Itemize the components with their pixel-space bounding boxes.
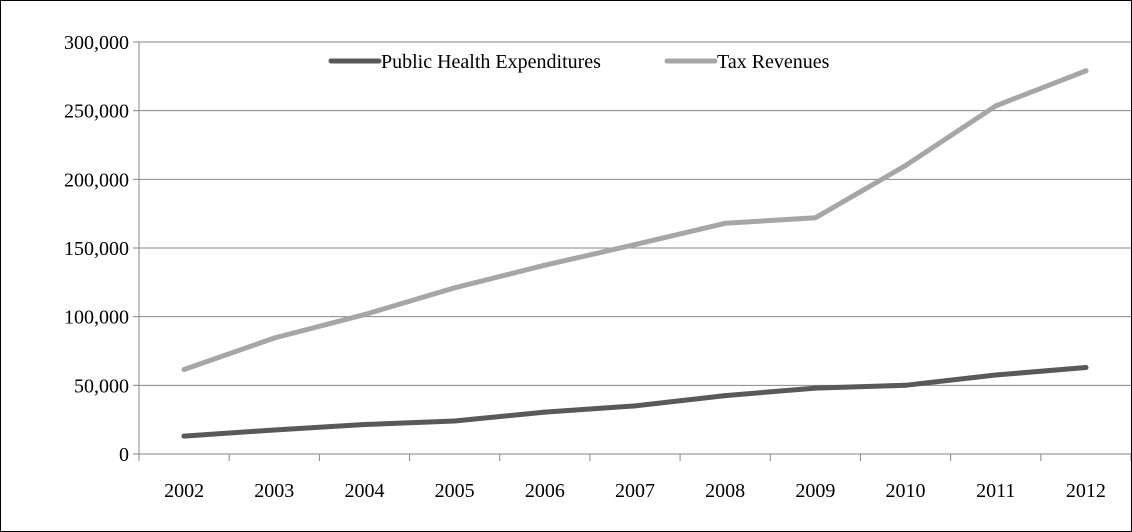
data-point: [993, 373, 998, 378]
data-point: [993, 103, 998, 108]
y-tick-label: 300,000: [64, 32, 129, 54]
x-tick-label: 2011: [976, 480, 1015, 502]
y-axis-tick-labels: 0 50,000 100,000 150,000 200,000 250,000 300,0…: [64, 32, 129, 466]
data-point: [633, 242, 638, 247]
data-point: [813, 386, 818, 391]
x-tick-label: 2007: [615, 480, 655, 502]
x-tick-label: 2008: [705, 480, 745, 502]
legend: Public Health Expenditures Tax Revenues: [331, 51, 830, 73]
x-tick-label: 2010: [886, 480, 926, 502]
x-tick-label: 2005: [435, 480, 475, 502]
series-line-1: [184, 71, 1086, 370]
y-tick-label: 250,000: [64, 101, 129, 123]
data-point: [452, 419, 457, 424]
x-tick-label: 2009: [795, 480, 835, 502]
x-tick-label: 2003: [254, 480, 294, 502]
data-point: [182, 367, 187, 372]
data-point: [272, 335, 277, 340]
data-point: [1083, 365, 1088, 370]
data-point: [723, 221, 728, 226]
data-point: [723, 393, 728, 398]
data-point: [452, 285, 457, 290]
data-point: [813, 215, 818, 220]
legend-label-1: Tax Revenues: [717, 51, 830, 73]
data-point: [362, 312, 367, 317]
y-tick-label: 150,000: [64, 238, 129, 260]
data-point: [542, 410, 547, 415]
series-line-0: [184, 368, 1086, 437]
data-point: [272, 427, 277, 432]
x-tick-label: 2006: [525, 480, 565, 502]
x-tick-label: 2002: [164, 480, 204, 502]
y-tick-label: 100,000: [64, 307, 129, 329]
legend-label-0: Public Health Expenditures: [381, 51, 601, 73]
data-point: [362, 422, 367, 427]
data-point: [633, 403, 638, 408]
y-tick-label: 50,000: [74, 375, 129, 397]
axes: [133, 42, 1131, 461]
data-point: [542, 263, 547, 268]
x-tick-label: 2012: [1066, 480, 1106, 502]
data-point: [903, 163, 908, 168]
data-point: [1083, 68, 1088, 73]
y-tick-label: 0: [119, 444, 129, 466]
y-tick-label: 200,000: [64, 169, 129, 191]
series-lines: [182, 68, 1089, 438]
x-axis-tick-labels: 2002 2003 2004 2005 2006 2007 2008 2009 2010 2011…: [164, 480, 1106, 502]
data-point: [903, 383, 908, 388]
data-point: [182, 434, 187, 439]
x-tick-label: 2004: [344, 480, 384, 502]
